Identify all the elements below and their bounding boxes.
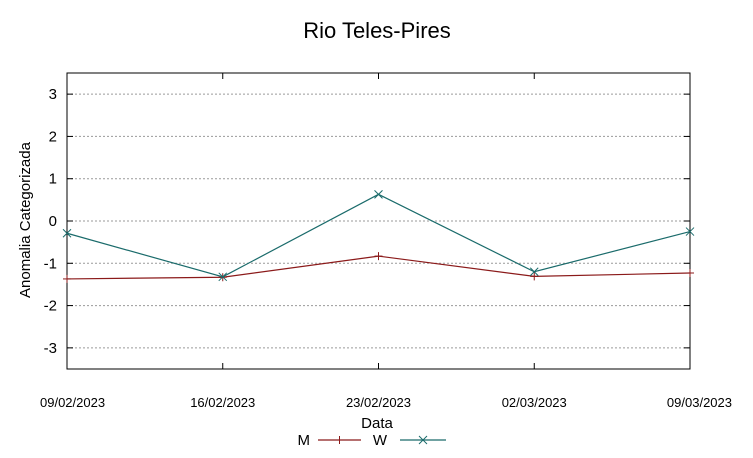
x-tick-label: 23/02/2023 — [346, 395, 411, 410]
legend-item: M — [298, 432, 361, 449]
legend-label: M — [298, 432, 311, 449]
y-tick-label: -1 — [44, 255, 57, 272]
x-axis: 09/02/2023 16/02/2023 23/02/2023 02/03/2023… — [40, 73, 732, 410]
x-tick-label: 16/02/2023 — [190, 395, 255, 410]
series-line — [66, 193, 691, 278]
data-point — [686, 269, 694, 278]
series-M — [63, 252, 694, 283]
y-tick-label: 2 — [49, 128, 57, 145]
y-tick-label: 0 — [49, 213, 57, 230]
y-axis-label: Anomalia Categorizada — [17, 141, 34, 298]
y-tick-label: -2 — [44, 298, 57, 315]
grid-lines — [67, 93, 690, 349]
legend-marker — [335, 436, 344, 444]
chart-title: Rio Teles-Pires — [303, 18, 451, 43]
y-tick-label: 3 — [49, 86, 57, 103]
x-tick-label: 09/02/2023 — [40, 395, 105, 410]
y-tick-label: 1 — [49, 171, 57, 188]
data-point — [62, 228, 72, 238]
data-point — [374, 190, 383, 199]
x-axis-label: Data — [361, 415, 393, 432]
y-tick-label: -3 — [44, 340, 57, 357]
data-point — [529, 267, 539, 277]
legend-label: W — [373, 432, 388, 449]
series-group — [62, 190, 695, 283]
y-axis: -3 -2 -1 0 1 2 3 — [44, 86, 690, 357]
legend-marker — [418, 435, 428, 445]
data-point — [685, 227, 695, 236]
data-point — [63, 274, 71, 283]
data-point — [530, 272, 539, 281]
x-tick-label: 02/03/2023 — [502, 395, 567, 410]
x-tick-label: 09/03/2023 — [667, 395, 732, 410]
legend-item: W — [373, 432, 446, 449]
data-point — [374, 252, 383, 261]
series-W — [62, 190, 695, 282]
data-point — [218, 272, 228, 282]
